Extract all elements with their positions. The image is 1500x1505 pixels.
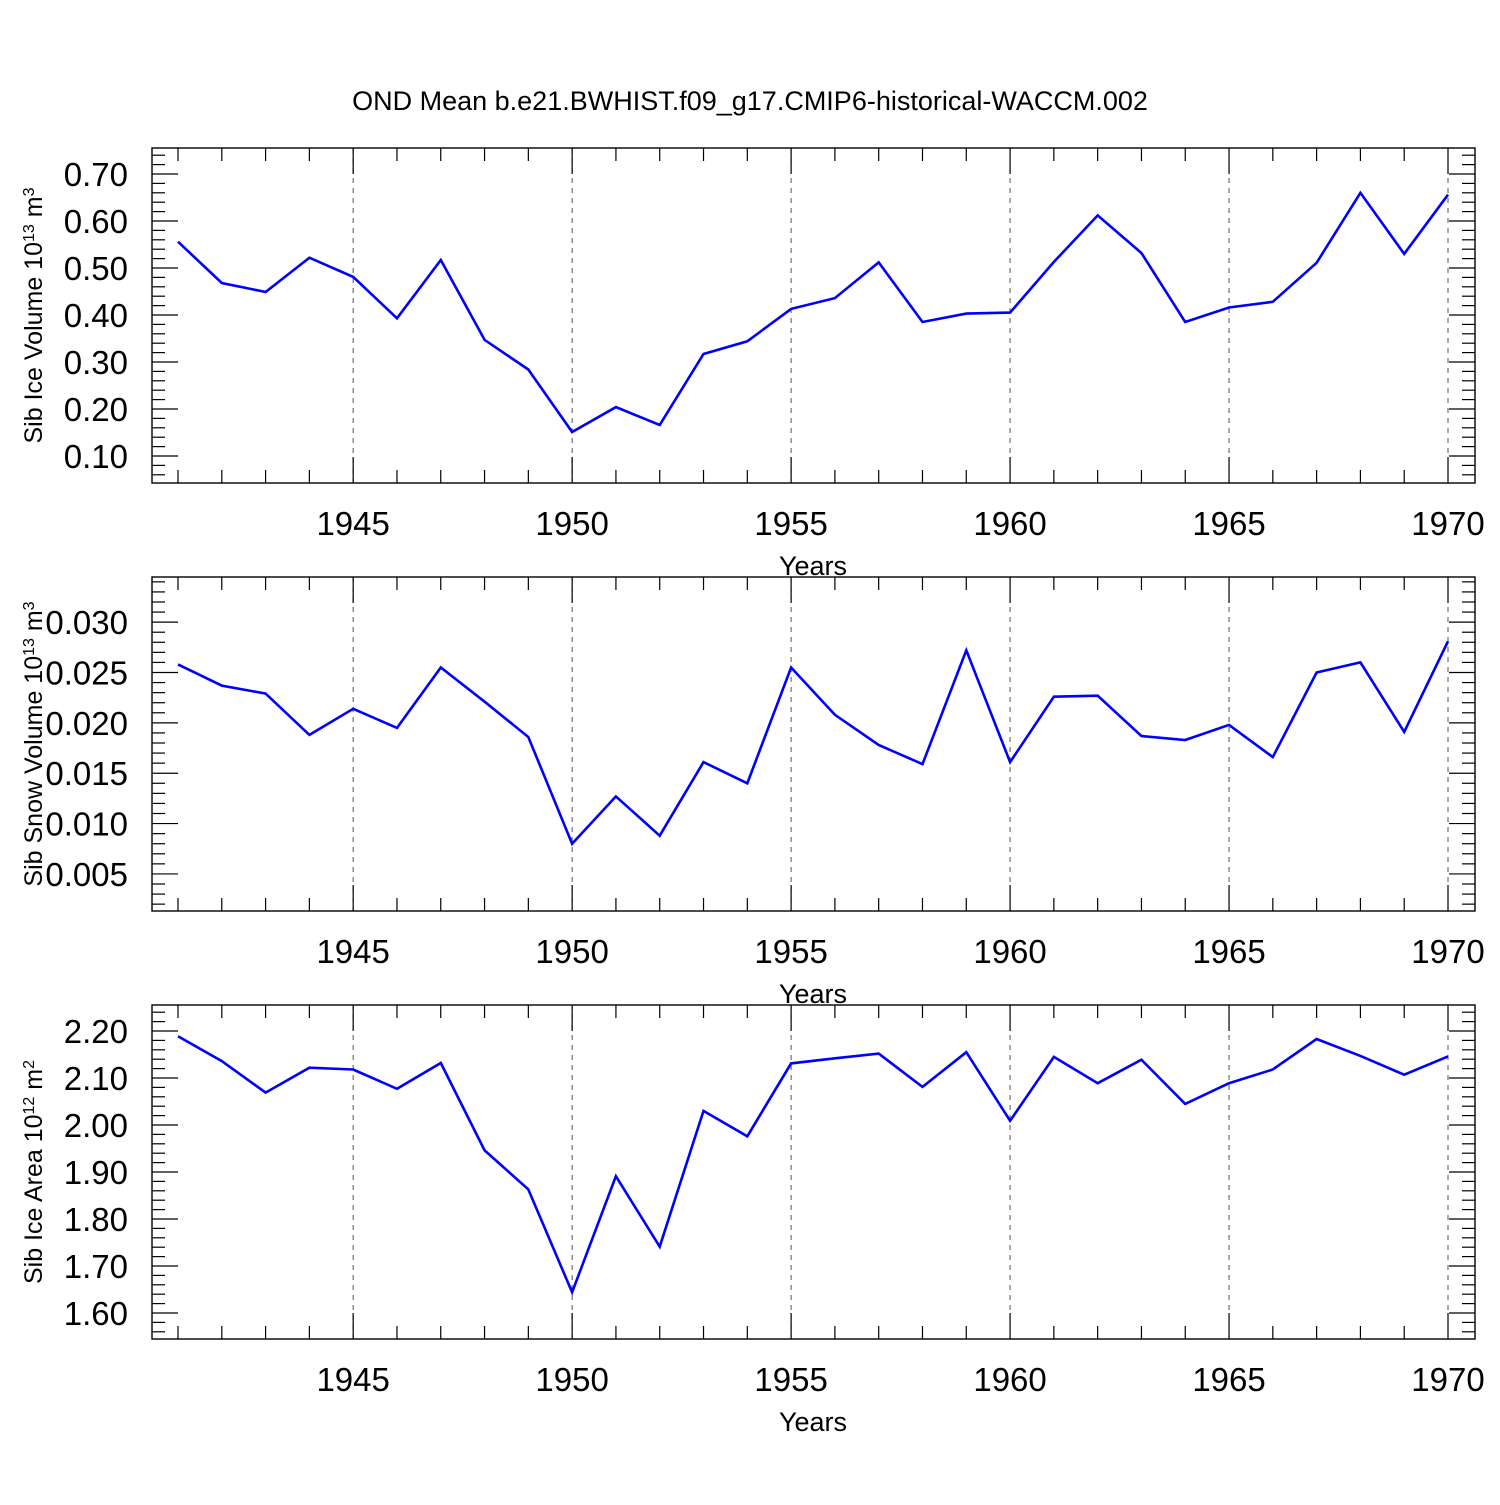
- chart-panel-1: 1945 1950 1955 1960 1965 1970 0.10 0.20 0.30 0.40…: [20, 148, 1485, 581]
- x-tick-label: 1960: [973, 1361, 1046, 1398]
- y-axis-label-superscript: 12: [21, 1097, 38, 1115]
- y-axis-label-superscript: 13: [21, 224, 38, 242]
- y-tick-label: 0.20: [64, 391, 128, 428]
- x-tick-label: 1970: [1411, 505, 1484, 542]
- y-axis-label-superscript: 3: [21, 601, 38, 610]
- y-axis-label: Sib Ice Volume 1013 m3: [20, 187, 48, 443]
- y-axis-label-part: Sib Ice Area 10: [20, 1114, 48, 1284]
- y-tick-label: 0.025: [45, 655, 128, 692]
- plot-frame: [152, 1005, 1475, 1339]
- x-tick-label: 1945: [316, 1361, 389, 1398]
- y-tick-label: 1.80: [64, 1201, 128, 1238]
- y-axis-label-superscript: 13: [21, 638, 38, 656]
- x-tick-label: 1945: [316, 505, 389, 542]
- y-tick-label: 0.030: [45, 604, 128, 641]
- y-tick-label: 2.20: [64, 1013, 128, 1050]
- x-axis-label: Years: [779, 1407, 847, 1437]
- y-tick-label: 2.00: [64, 1107, 128, 1144]
- y-tick-label: 0.10: [64, 438, 128, 475]
- y-axis-label-part: m: [20, 1069, 48, 1097]
- x-tick-label: 1965: [1192, 1361, 1265, 1398]
- series-line-1: [178, 193, 1448, 432]
- y-tick-label: 0.60: [64, 203, 128, 240]
- y-tick-label: 2.10: [64, 1060, 128, 1097]
- chart-panel-3: 1945 1950 1955 1960 1965 1970 1.60 1.70 1.80 1.90…: [20, 1005, 1485, 1437]
- y-tick-label: 0.30: [64, 344, 128, 381]
- x-tick-label: 1950: [535, 505, 608, 542]
- chart-title: OND Mean b.e21.BWHIST.f09_g17.CMIP6-hist…: [352, 86, 1148, 116]
- panels: 1945 1950 1955 1960 1965 1970 0.10 0.20 0.30 0.40…: [20, 148, 1485, 1437]
- x-tick-label: 1950: [535, 933, 608, 970]
- y-axis-label-superscript: 2: [21, 1060, 38, 1069]
- x-tick-label: 1955: [754, 1361, 827, 1398]
- y-tick-label: 1.90: [64, 1154, 128, 1191]
- x-tick-label: 1965: [1192, 505, 1265, 542]
- y-tick-label: 0.50: [64, 250, 128, 287]
- y-tick-label: 1.60: [64, 1295, 128, 1332]
- x-tick-label: 1945: [316, 933, 389, 970]
- y-tick-label: 0.005: [45, 856, 128, 893]
- x-tick-label: 1960: [973, 505, 1046, 542]
- y-tick-label: 1.70: [64, 1248, 128, 1285]
- x-tick-label: 1955: [754, 505, 827, 542]
- y-axis-label: Sib Snow Volume 1013 m3: [20, 601, 48, 886]
- x-tick-label: 1955: [754, 933, 827, 970]
- y-tick-label: 0.015: [45, 755, 128, 792]
- plot-frame: [152, 148, 1475, 483]
- y-axis-label-part: m: [20, 196, 48, 224]
- y-tick-label: 0.010: [45, 806, 128, 843]
- x-tick-label: 1960: [973, 933, 1046, 970]
- x-tick-label: 1970: [1411, 933, 1484, 970]
- y-tick-label: 0.70: [64, 156, 128, 193]
- y-tick-label: 0.020: [45, 705, 128, 742]
- x-tick-label: 1950: [535, 1361, 608, 1398]
- y-axis-label-superscript: 3: [21, 187, 38, 196]
- chart-panel-2: 1945 1950 1955 1960 1965 1970 0.005 0.010 0.015 0…: [20, 577, 1485, 1009]
- y-axis-label-part: m: [20, 610, 48, 638]
- y-axis-label-part: Sib Snow Volume 10: [20, 656, 48, 887]
- x-tick-label: 1970: [1411, 1361, 1484, 1398]
- series-line-1: [178, 641, 1448, 843]
- y-axis-label-part: Sib Ice Volume 10: [20, 242, 48, 444]
- x-tick-label: 1965: [1192, 933, 1265, 970]
- y-tick-label: 0.40: [64, 297, 128, 334]
- series-line-1: [178, 1036, 1448, 1292]
- y-axis-label: Sib Ice Area 1012 m2: [20, 1060, 48, 1284]
- plot-frame: [152, 577, 1475, 911]
